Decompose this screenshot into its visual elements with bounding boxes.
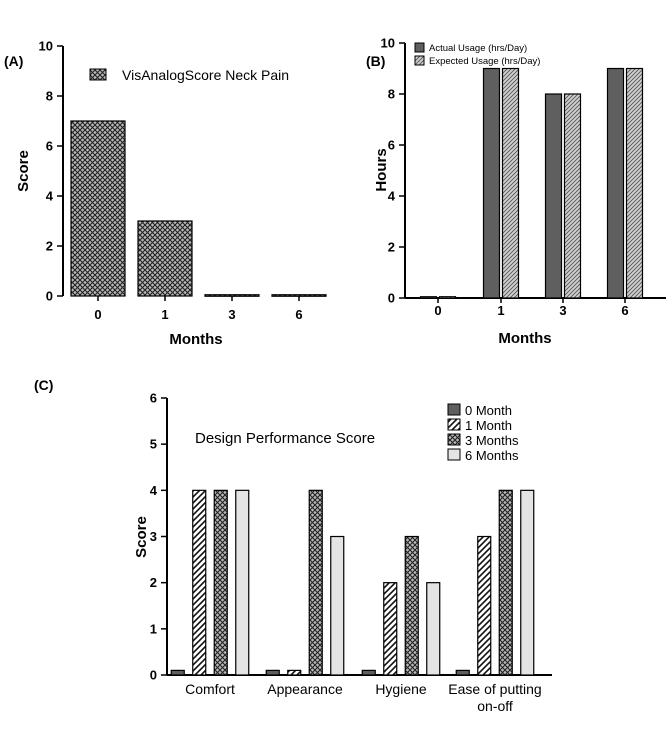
bar xyxy=(498,489,513,676)
x-tick-label: on-off xyxy=(477,698,513,714)
y-tick-label: 4 xyxy=(388,189,396,204)
chart-c-legend: 0 Month 1 Month 3 Months 6 Months xyxy=(447,403,519,463)
bar xyxy=(361,669,376,676)
bar xyxy=(308,489,323,676)
chart-c: 0 1 2 3 4 5 6 Comfort Appearance Hygiene Ease of p… xyxy=(150,391,552,714)
panel-label-c: (C) xyxy=(34,377,53,393)
y-tick-label: 8 xyxy=(46,89,53,104)
y-tick-label: 4 xyxy=(46,189,54,204)
chart-a-legend: VisAnalogScore Neck Pain xyxy=(89,67,289,83)
y-tick-label: 6 xyxy=(388,138,395,153)
bar xyxy=(137,220,193,297)
y-tick-label: 3 xyxy=(150,529,157,544)
y-tick-label: 8 xyxy=(388,87,395,102)
x-tick-label: 3 xyxy=(228,307,235,322)
bar xyxy=(287,669,302,676)
bar xyxy=(520,489,535,676)
bar xyxy=(501,67,520,299)
chart-b-ylabel: Hours xyxy=(373,148,390,191)
chart-a-legend-swatch xyxy=(89,68,107,81)
bar xyxy=(383,582,398,676)
chart-b-xlabel: Months xyxy=(498,330,551,347)
x-tick-label: Hygiene xyxy=(375,681,427,697)
x-tick-label: Ease of putting xyxy=(448,681,541,697)
chart-b-legend-label-expected: Expected Usage (hrs/Day) xyxy=(429,56,540,67)
y-tick-label: 0 xyxy=(46,289,53,304)
chart-c-legend-label-3: 6 Months xyxy=(465,448,519,463)
chart-b-legend: Actual Usage (hrs/Day) Expected Usage (h… xyxy=(414,42,540,67)
bar xyxy=(477,535,492,676)
chart-c-legend-swatch-3 xyxy=(447,448,461,461)
x-tick-label: 0 xyxy=(434,303,441,318)
panel-label-b: (B) xyxy=(366,53,385,69)
chart-b-legend-label-actual: Actual Usage (hrs/Day) xyxy=(429,43,527,54)
y-tick-label: 2 xyxy=(150,575,157,590)
y-tick-label: 4 xyxy=(150,483,158,498)
chart-c-title: Design Performance Score xyxy=(195,430,375,447)
chart-c-legend-label-2: 3 Months xyxy=(465,433,519,448)
chart-a-xlabel: Months xyxy=(169,331,222,348)
chart-c-ylabel: Score xyxy=(133,516,150,558)
chart-b: 0 2 4 6 8 10 0 1 3 6 xyxy=(381,36,666,318)
x-tick-label: Appearance xyxy=(267,681,343,697)
y-tick-label: 2 xyxy=(46,239,53,254)
x-tick-label: 3 xyxy=(559,303,566,318)
bar xyxy=(70,120,126,297)
y-tick-label: 6 xyxy=(150,391,157,406)
y-tick-label: 10 xyxy=(39,39,53,54)
bar xyxy=(213,489,228,676)
bar xyxy=(235,489,250,676)
bar xyxy=(426,582,441,676)
bar xyxy=(482,67,501,299)
chart-b-legend-swatch-actual xyxy=(414,42,425,53)
bar xyxy=(606,67,625,299)
bar xyxy=(455,669,470,676)
bar xyxy=(625,67,644,299)
chart-c-legend-swatch-2 xyxy=(447,433,461,446)
y-tick-label: 5 xyxy=(150,437,157,452)
y-tick-label: 0 xyxy=(150,668,157,683)
chart-a-legend-label: VisAnalogScore Neck Pain xyxy=(122,67,289,83)
chart-c-legend-swatch-0 xyxy=(447,403,461,416)
y-tick-label: 6 xyxy=(46,139,53,154)
bar xyxy=(404,535,419,676)
x-tick-label: 6 xyxy=(621,303,628,318)
bar xyxy=(438,296,457,299)
chart-c-legend-label-0: 0 Month xyxy=(465,403,512,418)
x-tick-label: 1 xyxy=(497,303,504,318)
bar xyxy=(265,669,280,676)
x-tick-label: Comfort xyxy=(185,681,235,697)
bar xyxy=(544,93,563,299)
bar xyxy=(192,489,207,676)
x-tick-label: 0 xyxy=(94,307,101,322)
y-tick-label: 1 xyxy=(150,621,157,636)
bar xyxy=(419,296,438,299)
bar xyxy=(563,93,582,299)
chart-c-legend-swatch-1 xyxy=(447,418,461,431)
chart-a-ylabel: Score xyxy=(15,150,32,192)
x-tick-label: 1 xyxy=(161,307,168,322)
x-tick-label: 6 xyxy=(295,307,302,322)
panel-label-a: (A) xyxy=(4,53,23,69)
y-tick-label: 10 xyxy=(381,36,395,51)
y-tick-label: 0 xyxy=(388,291,395,306)
bar xyxy=(330,535,345,676)
bar xyxy=(170,669,185,676)
y-tick-label: 2 xyxy=(388,240,395,255)
chart-b-legend-swatch-expected xyxy=(414,55,425,66)
chart-a: 0 2 4 6 8 10 0 1 3 6 xyxy=(39,39,327,322)
chart-c-legend-label-1: 1 Month xyxy=(465,418,512,433)
